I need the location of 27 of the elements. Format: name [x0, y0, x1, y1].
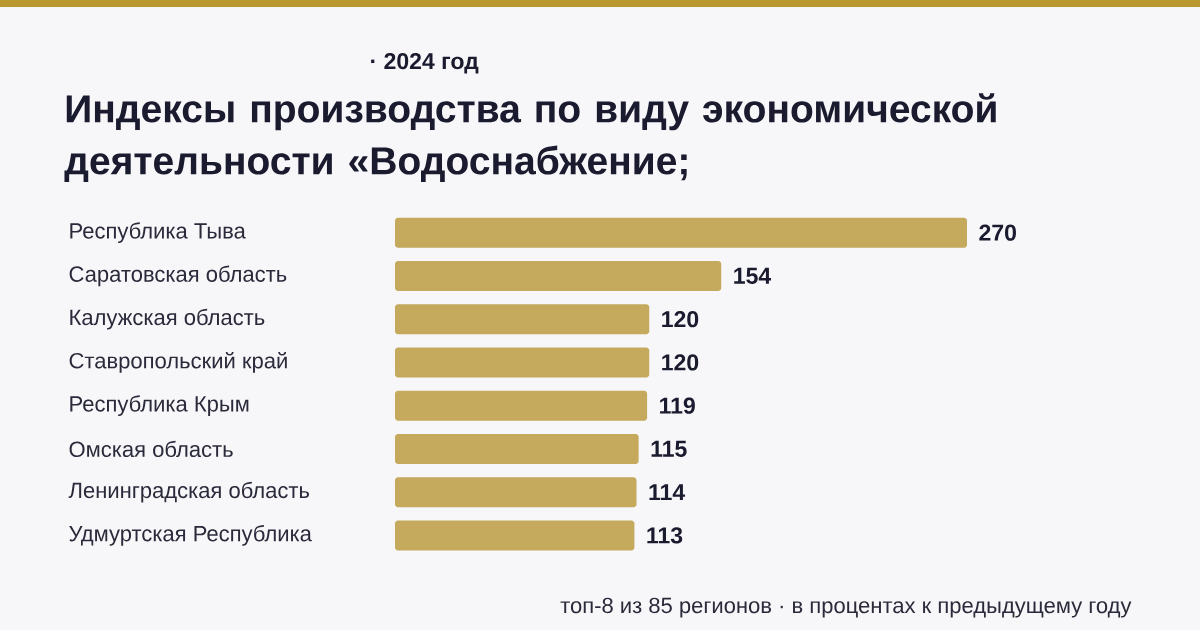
- bar: [395, 477, 637, 508]
- data-label: 115: [651, 440, 687, 457]
- chart-title: Индексы производства по виду экономической деятельности «Водоснабжение;: [64, 93, 996, 182]
- data-label: 270: [979, 224, 1016, 241]
- data-label: 120: [662, 311, 699, 328]
- data-label: 119: [660, 397, 695, 414]
- bar: [395, 347, 650, 378]
- y-tick-label: Ставропольский край: [69, 351, 287, 373]
- bar: [395, 217, 967, 248]
- data-label: 120: [662, 354, 699, 371]
- y-tick-label: Ленинградская область: [68, 481, 310, 503]
- data-label: 154: [734, 267, 772, 284]
- data-label: 113: [647, 527, 683, 544]
- bar: [395, 260, 722, 291]
- text: топ-8 из 85 регионов · в процентах к предыдущему году: [560, 597, 1132, 618]
- bar: [395, 304, 650, 335]
- bar: [395, 433, 639, 464]
- y-tick-label: Саратовская область: [69, 265, 287, 287]
- y-tick-label: Удмуртская Республика: [69, 525, 312, 546]
- chart-subtitle: · 2024 год: [371, 52, 479, 74]
- y-tick-label: Омская область: [69, 440, 233, 458]
- bar: [395, 390, 648, 421]
- data-label: 114: [649, 484, 686, 501]
- bar: [395, 520, 635, 551]
- y-tick-label: Республика Тыва: [70, 222, 246, 243]
- y-tick-label: Калужская область: [70, 308, 265, 330]
- y-tick-label: Республика Крым: [70, 395, 249, 416]
